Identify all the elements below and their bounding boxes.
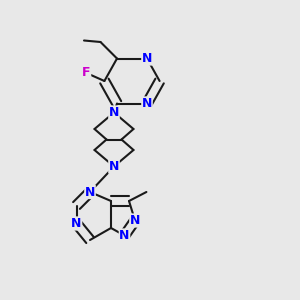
- Text: N: N: [130, 214, 140, 227]
- Text: N: N: [119, 229, 130, 242]
- Text: N: N: [142, 97, 152, 110]
- Text: N: N: [109, 106, 119, 119]
- Text: N: N: [109, 160, 119, 173]
- Text: N: N: [71, 217, 82, 230]
- Text: N: N: [85, 185, 95, 199]
- Text: N: N: [142, 52, 152, 65]
- Text: F: F: [82, 66, 91, 79]
